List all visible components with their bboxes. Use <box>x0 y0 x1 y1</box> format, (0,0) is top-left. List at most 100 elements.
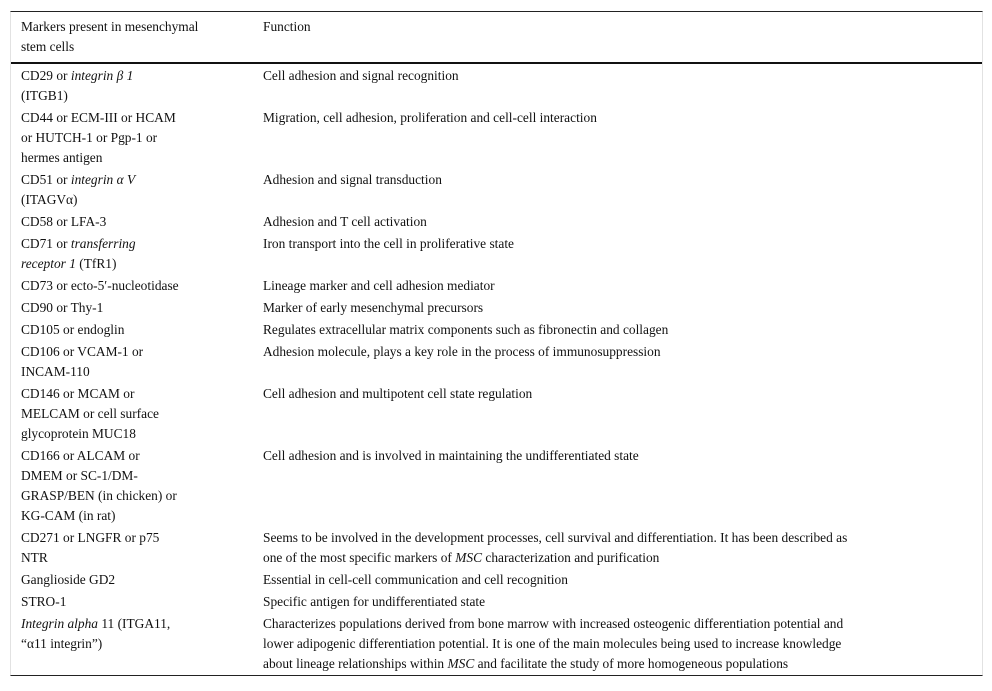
text: DMEM or SC-1/DM- <box>21 468 138 483</box>
function-cell-line: Cell adhesion and multipotent cell state… <box>263 384 982 404</box>
marker-cell: Integrin alpha 11 (ITGA11, “α11 integrin”… <box>11 613 252 675</box>
marker-cell: CD29 or integrin β 1 (ITGB1) <box>11 63 252 107</box>
text: Regulates extracellular matrix component… <box>263 322 669 337</box>
markers-table-container: Markers present in mesenchymal stem cell… <box>10 11 983 676</box>
table-row: CD106 or VCAM-1 or INCAM-110 Adhesion mole… <box>11 341 982 383</box>
table-row: Ganglioside GD2 Essential in cell-cell co… <box>11 569 982 591</box>
marker-cell-line: glycoprotein MUC18 <box>21 424 252 444</box>
text: CD90 or Thy-1 <box>21 300 104 315</box>
marker-cell-line: GRASP/BEN (in chicken) or <box>21 486 252 506</box>
text: or HUTCH-1 or Pgp-1 or <box>21 130 158 145</box>
header-markers-line: stem cells <box>21 39 75 54</box>
function-cell-line: Iron transport into the cell in prolifer… <box>263 234 982 254</box>
text: CD58 or LFA-3 <box>21 214 107 229</box>
function-cell: Adhesion and signal transduction <box>252 169 982 211</box>
marker-cell-line: CD51 or integrin α V <box>21 170 252 190</box>
function-cell-line: Regulates extracellular matrix component… <box>263 320 982 340</box>
function-cell: Essential in cell-cell communication and… <box>252 569 982 591</box>
marker-cell-line: CD73 or ecto-5′-nucleotidase <box>21 276 252 296</box>
italic-text: MSC <box>447 656 475 671</box>
text: STRO-1 <box>21 594 67 609</box>
text: Iron transport into the cell in prolifer… <box>263 236 514 251</box>
text: NTR <box>21 550 48 565</box>
marker-cell-line: INCAM-110 <box>21 362 252 382</box>
text: Cell adhesion and multipotent cell state… <box>263 386 533 401</box>
marker-cell-line: STRO-1 <box>21 592 252 612</box>
text: CD271 or LNGFR or p75 <box>21 530 160 545</box>
table-row: CD51 or integrin α V (ITAGVα) Adhesion and… <box>11 169 982 211</box>
text: Cell adhesion and signal recognition <box>263 68 459 83</box>
text: CD166 or ALCAM or <box>21 448 140 463</box>
function-cell-line: Specific antigen for undifferentiated st… <box>263 592 982 612</box>
function-cell: Adhesion and T cell activation <box>252 211 982 233</box>
italic-text: MSC <box>455 550 483 565</box>
marker-cell: CD146 or MCAM or MELCAM or cell surface gl… <box>11 383 252 445</box>
text: Ganglioside GD2 <box>21 572 116 587</box>
function-cell-line: Lineage marker and cell adhesion mediato… <box>263 276 982 296</box>
marker-cell-line: CD146 or MCAM or <box>21 384 252 404</box>
marker-cell-line: Integrin alpha 11 (ITGA11, <box>21 614 252 634</box>
marker-cell: CD44 or ECM-III or HCAM or HUTCH-1 or Pgp… <box>11 107 252 169</box>
marker-cell-line: CD29 or integrin β 1 <box>21 66 252 86</box>
function-cell: Characterizes populations derived from b… <box>252 613 982 675</box>
text: CD71 or <box>21 236 71 251</box>
function-cell: Migration, cell adhesion, proliferation … <box>252 107 982 169</box>
text: CD44 or ECM-III or HCAM <box>21 110 176 125</box>
function-cell-line: Adhesion and T cell activation <box>263 212 982 232</box>
text: (ITAGVα) <box>21 192 78 207</box>
italic-text: receptor 1 <box>21 256 76 271</box>
text: 11 (ITGA11, <box>98 616 171 631</box>
table-row: CD271 or LNGFR or p75 NTR Seems to be invo… <box>11 527 982 569</box>
text: Specific antigen for undifferentiated st… <box>263 594 486 609</box>
table-row: CD44 or ECM-III or HCAM or HUTCH-1 or Pgp… <box>11 107 982 169</box>
marker-cell: CD71 or transferring receptor 1 (TfR1) <box>11 233 252 275</box>
function-cell-line: Seems to be involved in the development … <box>263 528 982 548</box>
text: Seems to be involved in the development … <box>263 530 848 545</box>
function-cell: Specific antigen for undifferentiated st… <box>252 591 982 613</box>
function-cell: Adhesion molecule, plays a key role in t… <box>252 341 982 383</box>
function-cell: Cell adhesion and is involved in maintai… <box>252 445 982 527</box>
text: CD51 or <box>21 172 71 187</box>
marker-cell: STRO-1 <box>11 591 252 613</box>
function-cell: Iron transport into the cell in prolifer… <box>252 233 982 275</box>
table-row: CD73 or ecto-5′-nucleotidase Lineage mark… <box>11 275 982 297</box>
marker-cell: CD106 or VCAM-1 or INCAM-110 <box>11 341 252 383</box>
marker-cell: CD105 or endoglin <box>11 319 252 341</box>
marker-cell-line: CD106 or VCAM-1 or <box>21 342 252 362</box>
italic-text: integrin β 1 <box>70 68 134 83</box>
text: KG-CAM (in rat) <box>21 508 116 523</box>
marker-cell-line: hermes antigen <box>21 148 252 168</box>
marker-cell-line: KG-CAM (in rat) <box>21 506 252 526</box>
text: hermes antigen <box>21 150 103 165</box>
table-row: CD166 or ALCAM or DMEM or SC-1/DM- GRASP/B… <box>11 445 982 527</box>
text: Marker of early mesenchymal precursors <box>263 300 484 315</box>
text: (ITGB1) <box>21 88 68 103</box>
marker-cell: CD51 or integrin α V (ITAGVα) <box>11 169 252 211</box>
marker-cell: CD166 or ALCAM or DMEM or SC-1/DM- GRASP/B… <box>11 445 252 527</box>
function-cell: Lineage marker and cell adhesion mediato… <box>252 275 982 297</box>
text: Lineage marker and cell adhesion mediato… <box>263 278 495 293</box>
text: one of the most specific markers of <box>263 550 456 565</box>
table-row: CD71 or transferring receptor 1 (TfR1) Iro… <box>11 233 982 275</box>
text: Adhesion and signal transduction <box>263 172 442 187</box>
table-row: CD58 or LFA-3 Adhesion and T cell activat… <box>11 211 982 233</box>
text: Cell adhesion and is involved in maintai… <box>263 448 639 463</box>
function-cell-line: Adhesion and signal transduction <box>263 170 982 190</box>
marker-cell-line: CD44 or ECM-III or HCAM <box>21 108 252 128</box>
marker-cell-line: CD71 or transferring <box>21 234 252 254</box>
function-cell-line: lower adipogenic differentiation potenti… <box>263 634 982 654</box>
marker-cell: CD271 or LNGFR or p75 NTR <box>11 527 252 569</box>
marker-cell-line: CD90 or Thy-1 <box>21 298 252 318</box>
text: INCAM-110 <box>21 364 90 379</box>
text: Characterizes populations derived from b… <box>263 616 844 631</box>
marker-cell: CD90 or Thy-1 <box>11 297 252 319</box>
header-function-line: Function <box>263 19 311 34</box>
text: (TfR1) <box>75 256 117 271</box>
text: Essential in cell-cell communication and… <box>263 572 568 587</box>
italic-text: integrin α V <box>70 172 136 187</box>
marker-cell-line: CD105 or endoglin <box>21 320 252 340</box>
italic-text: transferring <box>70 236 136 251</box>
text: CD73 or ecto-5′-nucleotidase <box>21 278 179 293</box>
text: GRASP/BEN (in chicken) or <box>21 488 177 503</box>
text: and facilitate the study of more homogen… <box>474 656 789 671</box>
